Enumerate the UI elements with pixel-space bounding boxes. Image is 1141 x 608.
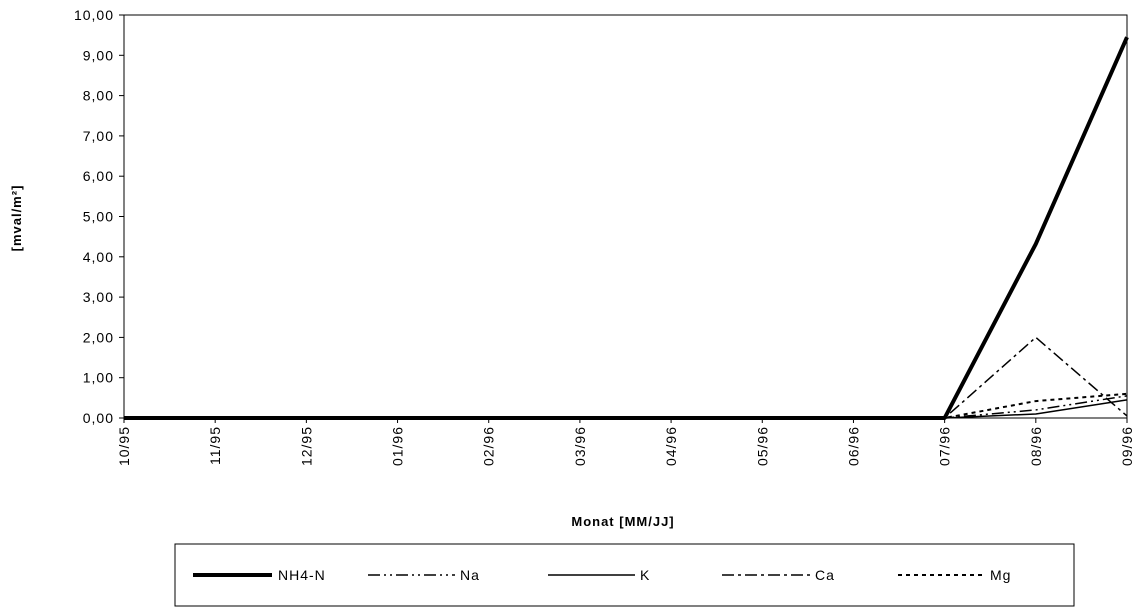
x-tick-label: 06/96 — [845, 426, 861, 466]
y-axis-ticks: 0,00 1,00 2,00 3,00 4,00 5,00 6,00 7,00 8,00 9,00… — [74, 7, 124, 426]
y-tick-label: 0,00 — [83, 410, 114, 426]
legend-label-k: K — [640, 567, 650, 583]
x-tick-label: 01/96 — [390, 426, 406, 466]
x-tick-label: 02/96 — [481, 426, 497, 466]
x-tick-label: 09/96 — [1119, 426, 1135, 466]
y-tick-label: 5,00 — [83, 209, 114, 225]
plot-frame — [123, 14, 1128, 419]
x-tick-label: 04/96 — [663, 426, 679, 466]
x-tick-label: 08/96 — [1028, 426, 1044, 466]
x-tick-label: 07/96 — [937, 426, 953, 466]
legend-label-ca: Ca — [815, 567, 835, 583]
series-lines — [124, 36, 1129, 420]
legend-label-mg: Mg — [990, 567, 1011, 583]
y-tick-label: 3,00 — [83, 289, 114, 305]
x-tick-label: 10/95 — [116, 426, 132, 466]
y-tick-label: 8,00 — [83, 88, 114, 104]
x-axis-ticks: 10/95 11/95 12/95 01/96 02/96 03/96 04/96 05/96… — [116, 418, 1135, 466]
legend-label-na: Na — [460, 567, 480, 583]
x-tick-label: 12/95 — [298, 426, 314, 466]
x-tick-label: 03/96 — [572, 426, 588, 466]
y-tick-label: 6,00 — [83, 168, 114, 184]
y-axis-title: [mval/m²] — [9, 185, 24, 252]
y-tick-label: 1,00 — [83, 370, 114, 386]
y-tick-label: 4,00 — [83, 249, 114, 265]
legend-label-nh4-n: NH4-N — [278, 567, 326, 583]
x-axis-title: Monat [MM/JJ] — [571, 514, 674, 529]
x-tick-label: 11/95 — [207, 426, 223, 465]
y-tick-label: 2,00 — [83, 329, 114, 345]
series-line-ca — [124, 336, 1128, 419]
y-tick-label: 9,00 — [83, 47, 114, 63]
y-tick-label: 7,00 — [83, 128, 114, 144]
y-tick-label: 10,00 — [74, 7, 114, 23]
plot-area — [123, 14, 1128, 419]
x-tick-label: 05/96 — [754, 426, 770, 466]
legend: NH4-N Na K Ca Mg — [174, 543, 1075, 607]
